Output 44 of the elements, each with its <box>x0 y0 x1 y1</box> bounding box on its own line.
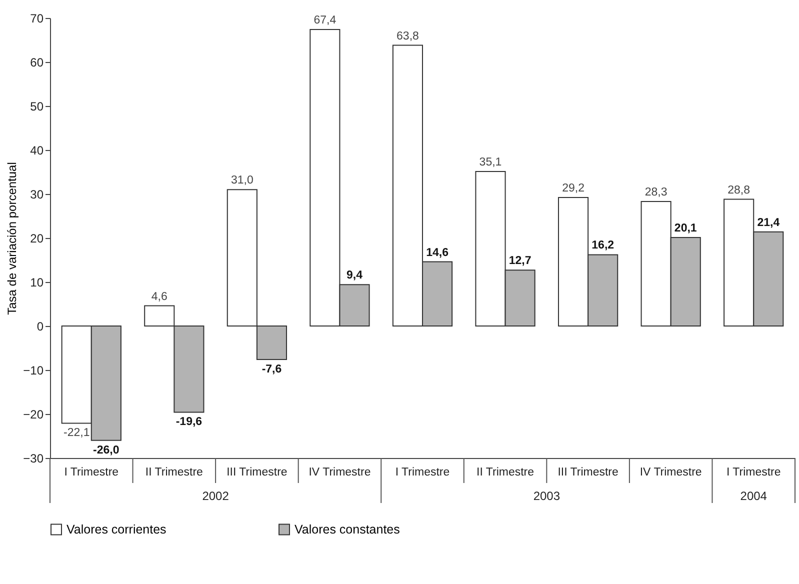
x-tick-label: I Trimestre <box>395 466 450 478</box>
data-label: 35,1 <box>479 156 502 169</box>
legend-label: Valores constantes <box>294 522 400 537</box>
legend-label: Valores corrientes <box>66 522 166 537</box>
data-label: 20,1 <box>674 222 698 235</box>
y-tick-label: 20 <box>30 232 44 246</box>
data-label: 67,4 <box>314 14 337 26</box>
y-tick-label: −30 <box>23 452 44 466</box>
y-tick-label: 30 <box>30 188 44 202</box>
x-tick-label: IV Trimestre <box>308 466 371 478</box>
data-label: -19,6 <box>176 416 202 428</box>
y-tick-label: −20 <box>23 408 44 422</box>
x-tick-label: II Trimestre <box>145 466 203 478</box>
y-tick-label: 70 <box>30 12 44 26</box>
data-label: -26,0 <box>93 444 120 456</box>
data-label: 14,6 <box>426 246 448 259</box>
data-label: 16,2 <box>592 240 614 252</box>
data-label: -7,6 <box>262 363 282 376</box>
x-tick-label: III Trimestre <box>226 466 288 478</box>
data-label: -22,1 <box>64 427 90 440</box>
data-label: 4,6 <box>151 290 168 303</box>
data-label: 28,3 <box>644 186 668 198</box>
data-label: 31,0 <box>230 174 254 187</box>
x-tick-label: III Trimestre <box>558 466 618 478</box>
text: 2004 <box>740 489 768 503</box>
y-tick-label: 0 <box>36 320 44 334</box>
x-tick-label: II Trimestre <box>476 466 534 478</box>
x-tick-label: I Trimestre <box>64 466 119 478</box>
data-label: 12,7 <box>508 255 532 268</box>
data-label: 9,4 <box>346 270 364 282</box>
text: 2002 <box>202 489 230 503</box>
data-label: 29,2 <box>562 182 584 195</box>
y-tick-label: 10 <box>30 276 44 290</box>
x-tick-label: IV Trimestre <box>640 466 702 478</box>
y-tick-label: −10 <box>23 364 44 378</box>
y-tick-label: 40 <box>30 144 44 158</box>
text: 2003 <box>533 489 560 503</box>
data-label: 21,4 <box>757 216 780 229</box>
y-tick-label: 60 <box>30 56 44 70</box>
x-tick-label: I Trimestre <box>726 466 781 478</box>
y-axis-title: Tasa de variación porcentual <box>5 162 20 315</box>
data-label: 28,8 <box>728 184 750 196</box>
y-tick-label: 50 <box>30 100 44 114</box>
data-label: 63,8 <box>396 30 419 42</box>
